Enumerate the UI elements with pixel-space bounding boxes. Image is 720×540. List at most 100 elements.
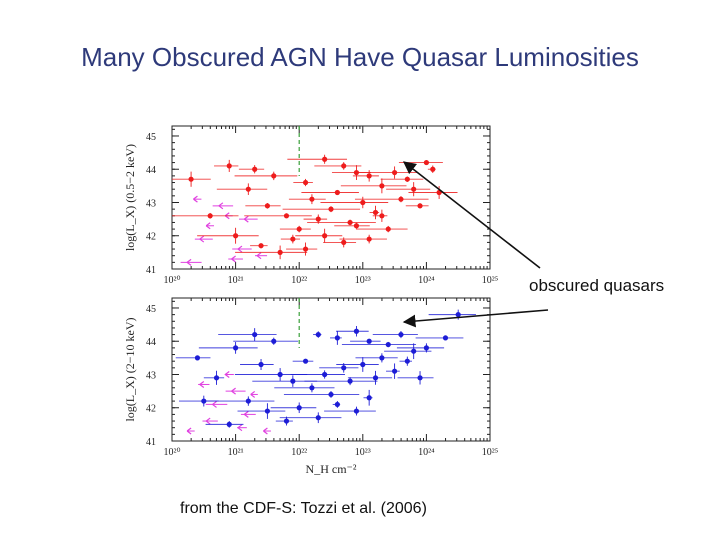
top-panel-data-point [392,169,398,176]
bottom-panel-x-tick-label: 10²⁵ [482,447,498,458]
bottom-panel-upper-limit-arrow [186,427,192,435]
bottom-panel-data-point [201,398,207,404]
top-panel-data-point [379,213,385,219]
top-panel-data-point [245,186,251,192]
bottom-panel-upper-limit-arrow [263,427,268,435]
top-panel-data-point [372,209,379,216]
top-panel-data-point [322,156,328,162]
top-panel-data-point [360,199,366,206]
top-panel-y-tick-label: 41 [146,265,156,276]
bottom-panel-data-point [194,355,201,361]
bottom-panel-y-tick-label: 43 [146,370,156,381]
bottom-panel-y-tick-label: 42 [146,404,156,415]
bottom-panel-x-axis-label: N_H cm⁻² [306,462,357,476]
bottom-panel-y-tick-label: 41 [146,437,156,448]
top-panel-x-tick-label: 10²² [291,275,307,286]
bottom-panel-upper-limit-arrow [205,417,211,425]
top-panel-upper-limit-arrow [237,245,243,253]
top-panel-upper-limit-arrow [193,195,198,203]
top-panel-y-tick-label: 45 [146,132,156,143]
top-panel-x-tick-label: 10²⁴ [418,275,435,286]
bottom-panel-data-point [315,331,321,338]
top-panel-data-point [290,236,296,242]
top-panel-x-tick-label: 10²⁵ [482,275,498,286]
top-panel-upper-limit-arrow [224,212,230,220]
top-panel-data-point [302,179,309,186]
bottom-panel-upper-limit-arrow [224,371,230,378]
top-panel-data-point [347,219,353,226]
top-panel-y-axis-label: log(L_X) (0.5−2 keV) [123,144,137,251]
bottom-panel-data-point [315,415,321,421]
figure-caption: from the CDF-S: Tozzi et al. (2006) [180,500,427,517]
bottom-panel-data-point [283,418,290,424]
top-panel-data-point [226,163,232,169]
top-panel-data-point [417,203,423,209]
top-panel-y-tick-label: 44 [146,165,156,176]
top-panel-data-point [385,226,391,232]
bottom-panel-data-point [366,395,372,401]
top-panel-data-point [188,176,194,182]
top-panel-x-tick-label: 10²¹ [228,275,244,286]
bottom-panel-data-point [296,405,302,411]
bottom-panel-data-point [334,335,340,341]
top-panel-upper-limit-arrow [205,222,211,230]
top-panel-upper-limit-arrow [218,202,224,210]
bottom-panel-data-point [290,378,296,384]
top-panel-data-point [398,196,404,202]
bottom-panel-data-point [309,385,315,391]
bottom-panel-upper-limit-arrow [237,424,243,432]
bottom-panel-data-point [404,358,410,364]
top-panel-data-point [379,183,385,189]
top-panel-data-point [341,163,347,169]
bottom-panel-y-tick-label: 45 [146,304,156,315]
top-panel-data-point [264,203,270,209]
bottom-panel-upper-limit-arrow [250,390,256,398]
top-panel-data-point [283,213,290,219]
top-panel-data-point [322,233,328,239]
slide-title: Many Obscured AGN Have Quasar Luminositi… [81,42,639,72]
top-panel-upper-limit-arrow [243,215,249,223]
bottom-panel-frame [171,297,491,442]
bottom-panel-upper-limit-arrow [199,380,205,388]
bottom-panel-data-point [360,361,366,368]
top-panel-data-point [334,189,340,196]
bottom-panel-data-point [328,391,334,398]
top-panel-y-tick-label: 42 [146,232,156,243]
top-panel-data-point [436,189,442,196]
bottom-panel-data-point [226,421,232,427]
bottom-panel-data-point [398,331,404,338]
bottom-panel-upper-limit-arrow [231,387,236,395]
bottom-panel-data-point [213,375,220,381]
top-panel-data-point [252,166,258,172]
top-panel-data-point [366,173,372,179]
top-panel-data-point [328,206,334,212]
top-panel-data-point [341,239,347,245]
bottom-panel-upper-limit-arrow [243,410,249,418]
top-panel-data-point [366,236,372,242]
top-panel-x-tick-label: 10²³ [355,275,371,286]
chart-svg: 10²⁰ 10²¹ 10²² 10²³ 10²⁴ 10²⁵ 41 42 43 44 45 log(L_… [123,125,498,476]
bottom-panel-data-point [322,371,328,378]
top-panel-data-point [423,159,429,166]
top-panel-data-point [404,176,410,182]
top-panel-data-point [233,233,239,239]
bottom-panel-x-tick-label: 10²³ [355,447,371,458]
bottom-panel-data-point [271,338,277,344]
top-panel-upper-limit-arrow [256,252,262,260]
top-panel-data-point [315,216,321,222]
bottom-panel-data-point [392,368,398,374]
top-panel-data-point [271,173,277,179]
top-panel-data-point [207,213,213,219]
bottom-panel-data-point [252,331,258,338]
figure: 10²⁰ 10²¹ 10²² 10²³ 10²⁴ 10²⁵ 41 42 43 44 45 log(L_… [115,118,500,478]
bottom-panel-y-axis-label: log(L_X) (2−10 keV) [123,317,137,421]
top-panel-frame [171,125,491,270]
top-panel-data-point [277,249,283,255]
bottom-panel-data-point [277,371,283,378]
bottom-panel-data-point [455,312,461,318]
top-panel-data-point [309,196,315,202]
top-panel-data-point [302,246,309,252]
top-panel-data-point [411,186,417,192]
bottom-panel-x-tick-label: 10²⁴ [418,447,435,458]
bottom-panel-y-tick-label: 44 [146,337,156,348]
